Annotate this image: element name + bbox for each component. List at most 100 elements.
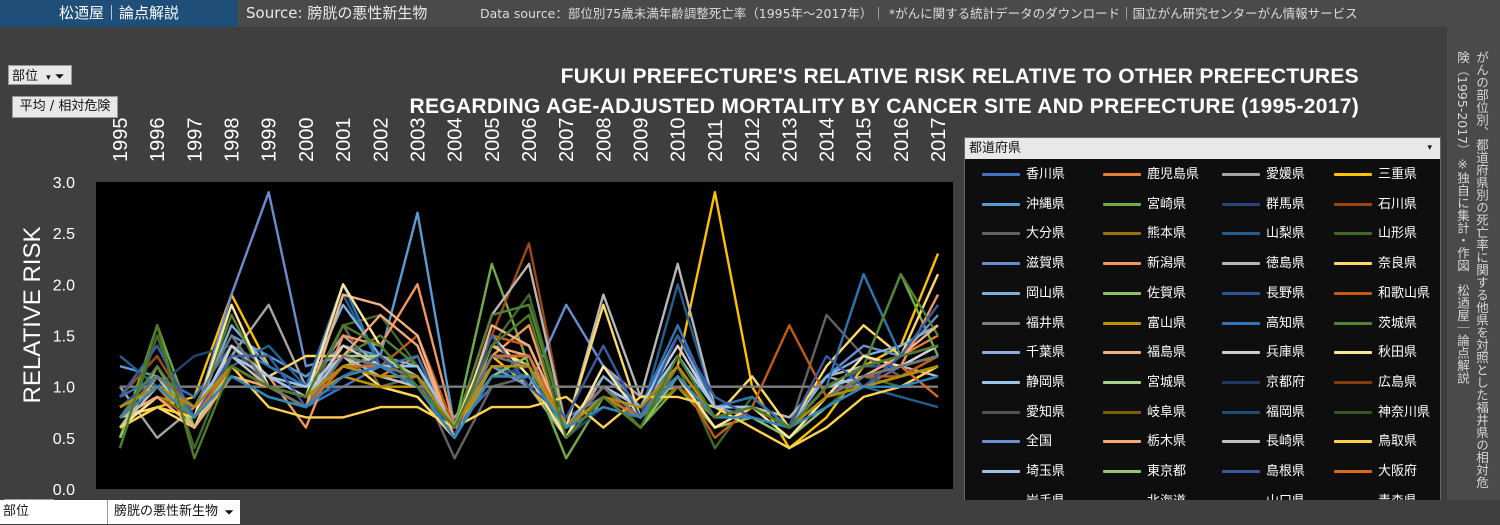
legend-swatch (982, 470, 1020, 473)
legend-label: 兵庫県 (1266, 345, 1306, 361)
legend-label: 福島県 (1147, 345, 1187, 361)
legend-label: 高知県 (1266, 315, 1306, 331)
legend-label: 沖縄県 (1026, 196, 1066, 212)
chart-title: FUKUI PREFECTURE'S RELATIVE RISK RELATIV… (560, 65, 1359, 88)
avg-relative-risk-button[interactable]: 平均 / 相対危険 (12, 96, 118, 118)
x-tick-label: 2001 (333, 118, 355, 163)
legend-swatch (982, 262, 1020, 266)
legend-label: 群馬県 (1266, 196, 1306, 212)
legend-label: 徳島県 (1266, 256, 1306, 272)
source-label: Source: 膀胱の悪性新生物 (246, 4, 428, 22)
legend-label: 富山県 (1147, 315, 1187, 331)
legend-item: 佐賀県 (1103, 285, 1187, 301)
x-tick-labels: 1995 1996 1997 1998 1999 2000 2001 2002 2003 2004… (110, 118, 950, 163)
legend-swatch (1103, 380, 1141, 384)
x-tick-label: 1998 (222, 118, 244, 163)
legend-item: 東京都 (1103, 465, 1186, 479)
legend-label: 佐賀県 (1147, 285, 1187, 301)
chevron-down-icon: ▾ (46, 73, 51, 83)
legend-item: 岐阜県 (1103, 405, 1186, 420)
chevron-down-icon: ▾ (1427, 143, 1432, 153)
legend-swatch (1222, 440, 1260, 444)
legend-label: 山形県 (1378, 226, 1418, 242)
x-tick-label: 1996 (147, 118, 169, 163)
x-tick-label: 1997 (184, 118, 206, 163)
x-tick-label: 2014 (816, 118, 838, 163)
legend-swatch (982, 380, 1020, 384)
field-filter-button[interactable]: 部位 ▾ ⏷ (8, 65, 72, 85)
legend-label: 山梨県 (1266, 226, 1306, 242)
filter-value-dropdown[interactable]: 膀胱の悪性新生物 ⏷ (108, 500, 240, 524)
x-tick-label: 2012 (742, 118, 764, 163)
y-tick-labels: 0.0 0.5 1.0 1.5 2.0 2.5 3.0 (53, 175, 75, 499)
legend-swatch (982, 410, 1020, 414)
legend-item: 新潟県 (1103, 257, 1186, 271)
legend-swatch (1103, 202, 1141, 206)
y-tick-label: 3.0 (53, 175, 75, 192)
legend-label: 岡山県 (1026, 285, 1066, 301)
legend-swatch (982, 173, 1020, 176)
legend-item: 広島県 (1334, 374, 1418, 390)
x-tick-label: 2006 (519, 118, 541, 163)
legend-swatch (1334, 351, 1372, 355)
y-tick-label: 0.0 (53, 482, 75, 499)
legend-item: 香川県 (982, 168, 1065, 182)
legend-item: 埼玉県 (982, 465, 1065, 479)
y-tick-label: 1.5 (53, 329, 75, 346)
legend-swatch (1103, 410, 1141, 414)
chart-area: 1995 1996 1997 1998 1999 2000 2001 2002 2003 2004… (0, 27, 1447, 519)
legend-item: 長崎県 (1222, 435, 1305, 449)
legend-label: 広島県 (1378, 374, 1418, 390)
legend-swatch (982, 202, 1020, 206)
legend-label: 東京都 (1147, 464, 1187, 479)
legend-swatch (1103, 321, 1141, 325)
x-tick-label: 2008 (593, 118, 615, 163)
legend-label: 宮崎県 (1147, 196, 1187, 212)
legend-label: 大阪府 (1378, 464, 1418, 479)
legend-swatch (1334, 232, 1372, 236)
legend-swatch (982, 351, 1020, 355)
side-panel: がんの部位別、都道府県別の死亡率に関する他県を対照とした福井県の相対危険（199… (1447, 27, 1500, 500)
legend-label: 奈良県 (1378, 256, 1418, 272)
legend-label: 埼玉県 (1026, 464, 1066, 479)
legend-swatch (982, 291, 1020, 295)
x-tick-label: 2016 (891, 118, 913, 163)
legend-item: 山形県 (1334, 227, 1417, 241)
legend-filter-dropdown[interactable]: 都道府県 ▾ (965, 138, 1440, 159)
legend-item: 徳島県 (1222, 257, 1305, 271)
legend-label: 千葉県 (1026, 345, 1066, 361)
field-filter-label: 部位 (12, 69, 39, 84)
legend-swatch (1222, 262, 1260, 266)
x-tick-label: 2010 (668, 118, 690, 163)
legend-label: 三重県 (1378, 167, 1418, 182)
y-tick-label: 0.5 (53, 431, 75, 448)
bottom-filter-bar: 部位 膀胱の悪性新生物 ⏷ (0, 500, 1500, 525)
legend-swatch (1103, 262, 1141, 266)
x-tick-label: 2009 (631, 118, 653, 163)
legend-item: 福井県 (982, 315, 1066, 331)
legend-label: 京都府 (1266, 374, 1306, 390)
filter-icon: ⏷ (54, 69, 65, 83)
legend-item: 全国 (982, 435, 1052, 449)
legend-item: 大分県 (982, 227, 1065, 241)
y-tick-label: 2.5 (53, 226, 75, 243)
legend-item: 京都府 (1222, 374, 1306, 390)
legend-item: 和歌山県 (1334, 286, 1430, 301)
legend-swatch (1334, 410, 1372, 414)
filter-value-text: 膀胱の悪性新生物 (114, 504, 219, 519)
legend-label: 福井県 (1026, 315, 1066, 331)
legend-item: 長野県 (1222, 286, 1305, 301)
legend-item: 宮崎県 (1103, 196, 1187, 212)
legend-item: 福島県 (1103, 346, 1186, 360)
legend-label: 静岡県 (1026, 374, 1066, 390)
legend-item: 宮城県 (1103, 375, 1186, 390)
filter-icon: ⏷ (224, 505, 234, 519)
y-tick-label: 1.0 (53, 380, 75, 397)
legend-item: 千葉県 (982, 346, 1065, 360)
x-tick-label: 1999 (259, 118, 281, 163)
legend-item: 富山県 (1103, 315, 1187, 331)
legend-label: 熊本県 (1147, 226, 1187, 242)
legend-item: 山梨県 (1222, 227, 1305, 241)
legend-swatch (1103, 173, 1141, 176)
legend-swatch (1334, 470, 1372, 473)
